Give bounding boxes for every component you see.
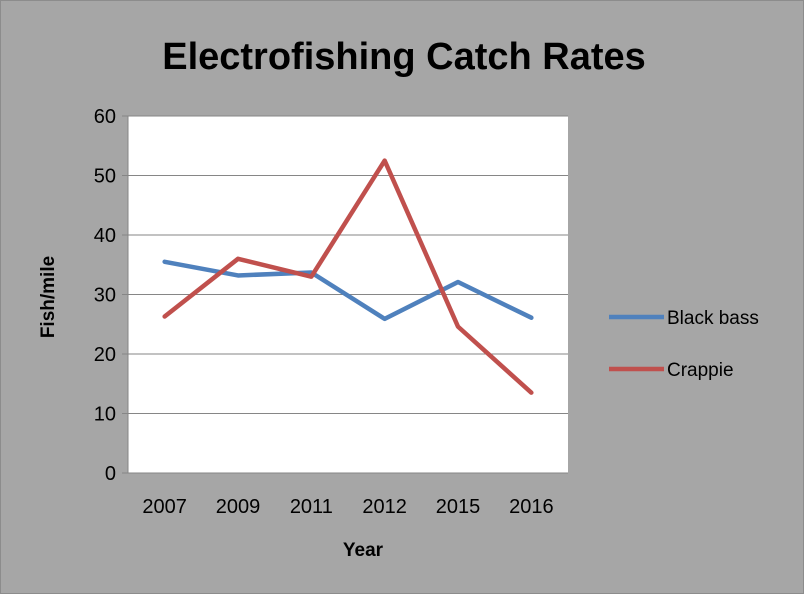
x-tick-label: 2009 (216, 496, 261, 518)
legend: Black bass Crappie (609, 308, 759, 381)
x-tick-label: 2012 (362, 496, 407, 518)
x-tick-label: 2011 (290, 496, 333, 518)
legend-label-crappie: Crappie (667, 360, 734, 381)
y-axis-ticks: 0 10 20 30 40 50 60 (94, 106, 128, 485)
y-tick-label: 40 (94, 225, 116, 247)
x-axis-label: Year (343, 540, 384, 561)
y-tick-label: 50 (94, 166, 116, 188)
x-tick-label: 2015 (436, 496, 481, 518)
x-tick-label: 2016 (509, 496, 554, 518)
y-axis-label: Fish/mile (38, 256, 59, 338)
x-tick-label: 2007 (142, 496, 187, 518)
x-axis-ticks: 2007 2009 2011 2012 2015 2016 (142, 496, 553, 518)
y-tick-label: 60 (94, 106, 116, 128)
y-tick-label: 20 (94, 344, 116, 366)
y-tick-label: 10 (94, 404, 116, 426)
chart-title: Electrofishing Catch Rates (162, 36, 646, 78)
y-tick-label: 30 (94, 285, 116, 307)
series-line-black-bass (162, 259, 534, 322)
y-tick-label: 0 (105, 463, 116, 485)
series-lines (162, 158, 534, 395)
legend-label-black-bass: Black bass (667, 308, 759, 329)
series-line-crappie (162, 158, 534, 395)
